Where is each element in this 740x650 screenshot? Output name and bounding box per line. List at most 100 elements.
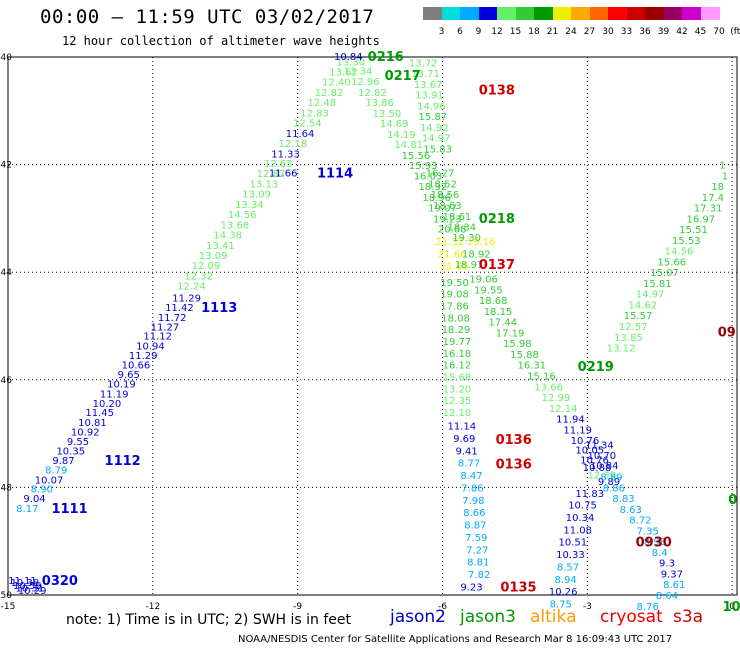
color-scale-label: 3 <box>438 27 445 37</box>
wave-height-label: 7.27 <box>466 545 488 556</box>
y-tick-label: -50 <box>0 591 12 601</box>
wave-height-label: 13.50 <box>373 109 402 120</box>
color-scale-swatch <box>497 7 516 20</box>
color-scale-swatch <box>423 7 442 20</box>
wave-height-label: 7.82 <box>468 570 490 581</box>
wave-height-label: 11.29 <box>129 351 158 362</box>
wave-height-label: 7.35 <box>637 526 659 537</box>
color-scale-label: 18 <box>528 27 540 37</box>
x-tick-label: -3 <box>583 602 592 612</box>
wave-height-label: 11.34 <box>585 440 614 451</box>
color-scale-swatch <box>571 7 590 20</box>
wave-height-label: 12.87 <box>257 169 286 180</box>
wave-height-label: 12.40 <box>322 78 351 89</box>
wave-height-label: 12.63 <box>264 159 293 170</box>
color-scale-swatch <box>552 7 572 20</box>
wave-height-label: 1 <box>719 161 725 172</box>
wave-height-label: 14.69 <box>380 119 409 130</box>
wave-height-label: 12.18 <box>279 139 308 150</box>
color-scale-label: 42 <box>676 27 688 37</box>
wave-height-label: 13.72 <box>409 58 438 69</box>
wave-height-label: 12.48 <box>307 98 336 109</box>
wave-height-label: 14.92 <box>420 123 449 134</box>
pass-time-label: 1111 <box>51 502 87 517</box>
wave-height-label: 14.38 <box>213 231 242 242</box>
wave-height-label: 17.44 <box>489 318 518 329</box>
wave-height-label: 7.59 <box>465 533 487 544</box>
wave-height-label: 19.23 <box>433 214 462 225</box>
wave-height-label: 18.29 <box>442 325 471 336</box>
wave-height-label: 13.20 <box>443 384 472 395</box>
wave-height-label: 13.67 <box>414 80 443 91</box>
color-scale-label: 30 <box>602 27 614 37</box>
wave-height-label: 8.4 <box>652 548 668 559</box>
wave-height-label: 10.76 <box>580 455 609 466</box>
wave-height-label: 18.68 <box>479 296 508 307</box>
wave-height-label: 8.66 <box>463 508 485 519</box>
y-tick-label: -46 <box>0 376 12 386</box>
color-scale-label: 33 <box>620 27 633 37</box>
wave-height-label: 9.3 <box>659 559 675 570</box>
color-scale-label: (ft) <box>730 27 740 37</box>
wave-height-label: 12.32 <box>184 271 213 282</box>
wave-height-label: 14.56 <box>228 210 257 221</box>
x-tick-label: 0 <box>729 602 735 612</box>
wave-height-label: 9.65 <box>118 370 140 381</box>
wave-height-label: 10.20 <box>93 399 122 410</box>
wave-height-label: 11.08 <box>563 525 592 536</box>
wave-height-label: 11.83 <box>575 489 604 500</box>
wave-height-label: 19.30 <box>452 233 481 244</box>
wave-height-label: 12.39 <box>588 470 617 481</box>
color-scale-swatch <box>700 7 720 20</box>
chart-subtitle: 12 hour collection of altimeter wave hei… <box>62 34 380 48</box>
color-scale-swatch <box>478 7 498 20</box>
wave-height-label: 21.65 <box>440 262 469 273</box>
wave-height-label: 19.77 <box>443 337 472 348</box>
pass-time-label: 0136 <box>496 433 532 448</box>
pass-time-label: 0138 <box>479 83 515 98</box>
color-scale-label: 15 <box>509 27 522 37</box>
wave-height-label: 10.59 <box>13 581 42 592</box>
pass-time-label: 0216 <box>368 50 404 65</box>
wave-height-label: 15.88 <box>510 350 539 361</box>
wave-height-label: 10.31 <box>15 583 44 594</box>
wave-height-label: 15.16 <box>527 371 556 382</box>
wave-height-label: 14.19 <box>387 130 416 141</box>
pass-time-label: 1112 <box>105 454 141 469</box>
wave-height-label: 19.07 <box>428 204 457 215</box>
wave-height-label: 13.12 <box>607 344 636 355</box>
wave-height-label: 18.52 <box>428 179 457 190</box>
wave-height-label: 19.08 <box>440 290 469 301</box>
wave-height-label: 11.14 <box>447 422 476 433</box>
color-scale-swatch <box>645 7 664 20</box>
wave-height-label: 10.05 <box>575 446 604 457</box>
wave-height-label: 8.64 <box>656 591 678 602</box>
wave-height-label: 8.98 <box>644 537 666 548</box>
wave-height-label: 9.23 <box>460 582 482 593</box>
wave-height-label: 10.26 <box>549 587 578 598</box>
wave-height-label: 10.88 <box>583 463 612 474</box>
wave-height-label: 11.12 <box>143 332 172 343</box>
wave-height-label: 13.62 <box>329 68 358 79</box>
wave-height-label: 11.42 <box>165 303 194 314</box>
wave-height-label: 8.83 <box>612 494 634 505</box>
wave-height-label: 13.13 <box>250 179 279 190</box>
color-scale-label: 24 <box>565 27 577 37</box>
wave-height-label: 10.34 <box>566 513 595 524</box>
wave-height-label: 9.87 <box>52 456 74 467</box>
color-scale-swatch <box>663 7 683 20</box>
wave-height-label: 10.07 <box>35 475 64 486</box>
color-scale-label: 27 <box>583 27 596 37</box>
x-tick-label: -9 <box>293 602 302 612</box>
wave-height-label: 8.79 <box>45 466 67 477</box>
color-scale-label: 9 <box>475 27 482 37</box>
wave-height-label: 10.84 <box>334 52 363 63</box>
wave-height-label: 8.87 <box>464 521 486 532</box>
wave-height-label: 8.17 <box>16 504 38 515</box>
wave-height-label: 15.53 <box>672 236 701 247</box>
wave-height-label: 8.86 <box>603 483 625 494</box>
y-tick-label: -44 <box>0 268 12 278</box>
wave-height-label: 7.86 <box>461 483 483 494</box>
wave-height-label: 18.08 <box>441 313 470 324</box>
